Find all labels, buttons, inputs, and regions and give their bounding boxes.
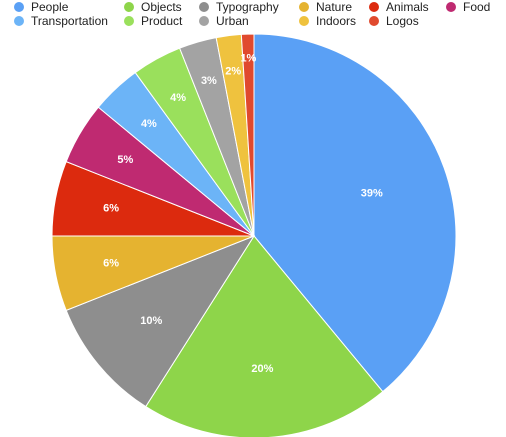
legend-label: Transportation xyxy=(31,14,108,28)
slice-label-nature: 6% xyxy=(103,257,119,269)
legend-item-objects: Objects xyxy=(124,0,182,14)
slice-label-product: 4% xyxy=(170,92,186,104)
slice-label-animals: 6% xyxy=(103,203,119,215)
pie-slice-logos xyxy=(240,33,255,237)
legend-item-urban: Urban xyxy=(199,14,249,28)
pie-slice-typography xyxy=(65,234,256,408)
legend-label: Nature xyxy=(316,0,353,14)
slice-label-objects: 20% xyxy=(251,363,273,375)
legend-label: Product xyxy=(141,14,183,28)
slice-label-indoors: 2% xyxy=(225,66,241,78)
slice-label-food: 5% xyxy=(117,154,133,166)
legend-swatch xyxy=(14,16,24,26)
legend-item-typography: Typography xyxy=(199,0,279,14)
legend-swatch xyxy=(369,16,379,26)
legend-label: People xyxy=(31,0,69,14)
legend-label: Urban xyxy=(216,14,249,28)
legend-swatch xyxy=(124,16,134,26)
legend-swatch xyxy=(299,16,309,26)
legend-item-nature: Nature xyxy=(299,0,352,14)
legend-swatch xyxy=(124,2,134,12)
pie-slices xyxy=(51,33,457,437)
pie-slice-objects xyxy=(145,235,384,437)
legend-label: Indoors xyxy=(316,14,357,28)
legend-item-food: Food xyxy=(446,0,490,14)
legend-swatch xyxy=(299,2,309,12)
legend-item-product: Product xyxy=(124,14,182,28)
pie-slice-people xyxy=(253,33,457,393)
legend-label: Food xyxy=(463,0,491,14)
legend-label: Objects xyxy=(141,0,182,14)
legend-swatch xyxy=(446,2,456,12)
slice-label-logos: 1% xyxy=(240,52,256,64)
slice-label-typography: 10% xyxy=(140,315,162,327)
slice-label-transportation: 4% xyxy=(141,118,157,130)
slice-label-people: 39% xyxy=(361,188,383,200)
legend-swatch xyxy=(14,2,24,12)
legend-swatch xyxy=(199,2,209,12)
legend-swatch xyxy=(369,2,379,12)
legend-item-animals: Animals xyxy=(369,0,429,14)
pie-labels: 39% 20% 10% 6% 6% 5% 4% 4% 3% 2% 1% xyxy=(103,52,383,375)
legend-item-people: People xyxy=(14,0,68,14)
slice-label-urban: 3% xyxy=(201,75,217,87)
legend-label: Animals xyxy=(386,0,429,14)
legend-item-logos: Logos xyxy=(369,14,419,28)
legend-item-indoors: Indoors xyxy=(299,14,356,28)
legend-swatch xyxy=(199,16,209,26)
chart-legend: People Objects Typography Nature Animals Food… xyxy=(0,0,506,34)
legend-label: Typography xyxy=(216,0,279,14)
legend-item-transportation: Transportation xyxy=(14,14,108,28)
legend-label: Logos xyxy=(386,14,419,28)
